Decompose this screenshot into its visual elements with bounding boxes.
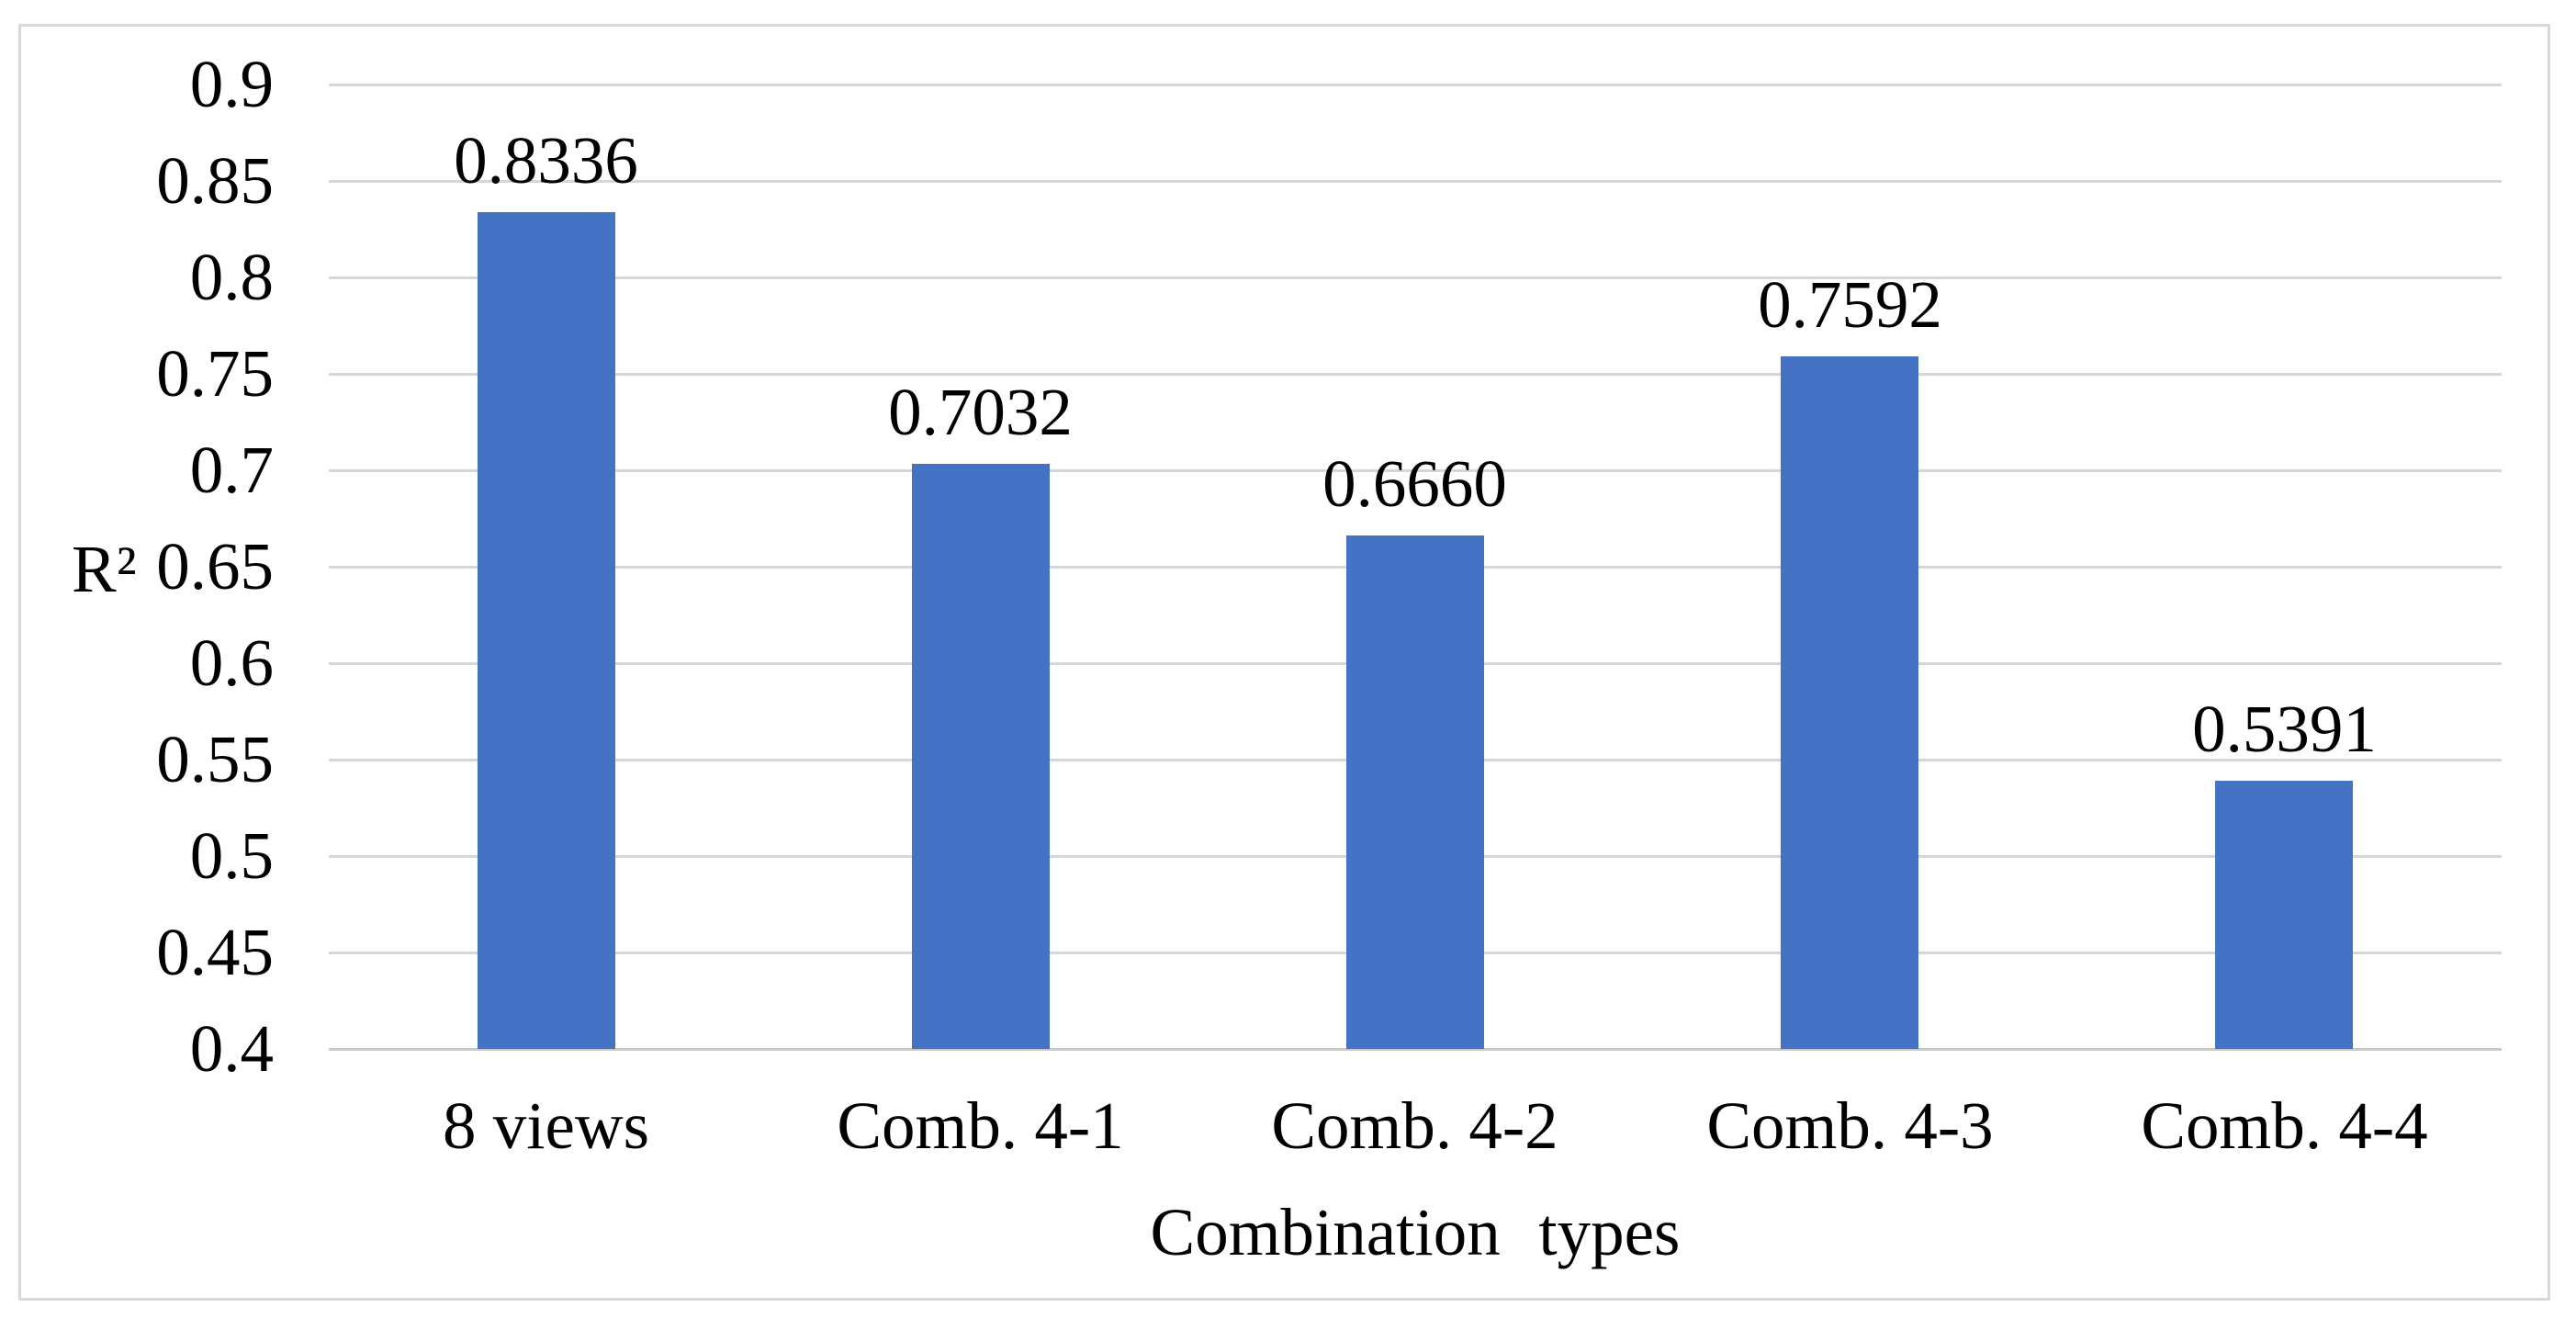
gridline: [329, 180, 2502, 183]
x-category-label: Comb. 4-4: [2141, 1088, 2428, 1163]
bar-comb-4-4: [2215, 781, 2353, 1049]
gridline: [329, 84, 2502, 86]
x-category-label: Comb. 4-2: [1271, 1088, 1558, 1163]
y-tick-label: 0.6: [189, 626, 274, 700]
x-category-label: Comb. 4-3: [1706, 1088, 1994, 1163]
y-tick-label: 0.7: [189, 433, 274, 507]
x-axis-title: Combination types: [1150, 1195, 1681, 1269]
bar-value-label: 0.8336: [454, 123, 638, 197]
bar-value-label: 0.6660: [1322, 446, 1507, 521]
x-category-label: 8 views: [442, 1088, 650, 1163]
bar-comb-4-2: [1346, 535, 1484, 1049]
bar-8-views: [478, 212, 615, 1049]
gridline: [329, 469, 2502, 472]
y-tick-label: 0.9: [189, 47, 274, 121]
x-axis-line: [329, 1048, 2502, 1051]
y-tick-label: 0.65: [156, 529, 274, 603]
bar-comb-4-3: [1781, 356, 1918, 1049]
y-tick-label: 0.5: [189, 818, 274, 893]
bar-value-label: 0.7592: [1758, 267, 1942, 342]
y-tick-label: 0.45: [156, 915, 274, 989]
y-axis-title: R²: [72, 532, 137, 606]
bar-value-label: 0.7032: [888, 375, 1073, 449]
y-tick-label: 0.55: [156, 722, 274, 796]
bar-comb-4-1: [912, 464, 1050, 1049]
gridline: [329, 373, 2502, 376]
x-category-label: Comb. 4-1: [837, 1088, 1124, 1163]
y-tick-label: 0.75: [156, 336, 274, 411]
y-tick-label: 0.8: [189, 240, 274, 314]
y-tick-label: 0.4: [189, 1011, 274, 1086]
y-tick-label: 0.85: [156, 143, 274, 218]
gridline: [329, 276, 2502, 279]
bar-value-label: 0.5391: [2192, 692, 2377, 766]
